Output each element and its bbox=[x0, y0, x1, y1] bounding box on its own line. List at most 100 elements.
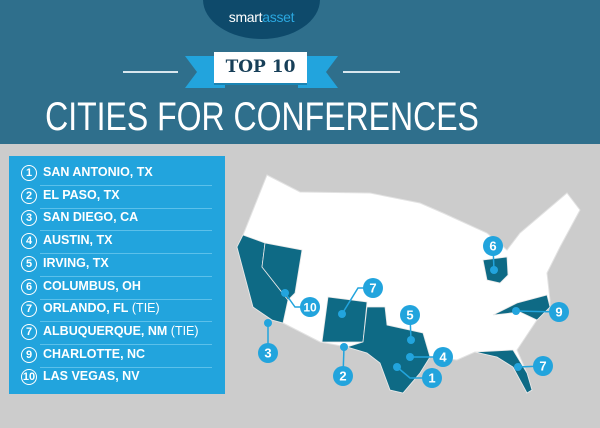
list-item: 9 CHARLOTTE, NC bbox=[9, 344, 225, 368]
map-marker-6: 6 bbox=[483, 236, 503, 274]
city-name: ALBUQUERQUE, NM (TIE) bbox=[43, 324, 199, 338]
rank-number-icon: 6 bbox=[21, 278, 37, 295]
marker-dot bbox=[264, 319, 272, 327]
marker-circle bbox=[549, 302, 569, 322]
state-nevada bbox=[261, 242, 303, 301]
marker-circle bbox=[433, 347, 453, 367]
city-label: SAN DIEGO, CA bbox=[43, 210, 139, 225]
city-name: SAN ANTONIO, TX bbox=[43, 165, 153, 179]
city-label: ORLANDO, FL bbox=[43, 301, 129, 316]
marker-circle bbox=[533, 356, 553, 376]
city-name: LAS VEGAS, NV bbox=[43, 369, 140, 383]
marker-circle bbox=[333, 366, 353, 386]
city-label: LAS VEGAS, NV bbox=[43, 369, 140, 384]
map-marker-5: 5 bbox=[400, 305, 420, 344]
map-marker-1: 1 bbox=[393, 363, 442, 388]
city-name: AUSTIN, TX bbox=[43, 233, 112, 247]
marker-number: 10 bbox=[303, 301, 317, 315]
header: smartasset TOP 10 CITIES FOR CONFERENCES bbox=[0, 0, 600, 144]
rank-number-icon: 3 bbox=[21, 210, 37, 227]
marker-number: 6 bbox=[489, 239, 496, 254]
divider-right bbox=[343, 71, 400, 73]
city-name: CHARLOTTE, NC bbox=[43, 347, 145, 361]
marker-dot bbox=[340, 343, 348, 351]
marker-dot bbox=[512, 307, 520, 315]
list-item: 7 ORLANDO, FL (TIE) bbox=[9, 298, 225, 323]
rank-number-icon: 7 bbox=[21, 323, 37, 340]
marker-dot bbox=[393, 363, 401, 371]
marker-dot bbox=[406, 353, 414, 361]
marker-circle bbox=[422, 368, 442, 388]
map-marker-3: 3 bbox=[258, 319, 278, 363]
city-label: COLUMBUS, OH bbox=[43, 278, 141, 293]
row-divider bbox=[40, 366, 212, 368]
marker-number: 5 bbox=[406, 308, 413, 323]
logo-text-asset: asset bbox=[262, 9, 295, 25]
marker-number: 1 bbox=[428, 371, 435, 386]
rank-number-icon: 2 bbox=[21, 187, 37, 204]
city-label: EL PASO, TX bbox=[43, 187, 120, 202]
marker-circle bbox=[400, 305, 420, 325]
marker-dot bbox=[490, 266, 498, 274]
list-item: 5 IRVING, TX bbox=[9, 253, 225, 277]
marker-number: 7 bbox=[539, 359, 546, 374]
marker-circle bbox=[258, 343, 278, 363]
map-marker-10: 10 bbox=[281, 289, 320, 317]
rank-number-icon: 7 bbox=[21, 301, 37, 318]
tie-label: (TIE) bbox=[167, 323, 199, 338]
rank-number-icon: 10 bbox=[21, 369, 37, 386]
row-divider bbox=[40, 321, 212, 323]
map-marker-2: 2 bbox=[333, 343, 353, 386]
marker-number: 4 bbox=[439, 350, 447, 365]
list-item: 1 SAN ANTONIO, TX bbox=[9, 162, 225, 186]
state-florida bbox=[474, 349, 533, 394]
divider-left bbox=[123, 71, 178, 73]
rank-number-icon: 4 bbox=[21, 233, 37, 250]
map-marker-7: 7 bbox=[514, 356, 553, 376]
list-item: 10 LAS VEGAS, NV bbox=[9, 366, 225, 388]
row-divider bbox=[40, 298, 212, 300]
row-divider bbox=[40, 230, 212, 232]
row-divider bbox=[40, 253, 212, 255]
marker-dot bbox=[338, 310, 346, 318]
city-name: IRVING, TX bbox=[43, 256, 109, 270]
row-divider bbox=[40, 275, 212, 277]
list-item: 6 COLUMBUS, OH bbox=[9, 276, 225, 300]
state-new-mexico bbox=[321, 296, 368, 343]
city-label: SAN ANTONIO, TX bbox=[43, 165, 153, 179]
marker-number: 2 bbox=[339, 369, 346, 384]
marker-circle bbox=[483, 236, 503, 256]
marker-number: 9 bbox=[555, 305, 562, 320]
top-10-badge: TOP 10 bbox=[214, 52, 307, 83]
marker-number: 3 bbox=[264, 346, 271, 361]
rank-number-icon: 9 bbox=[21, 346, 37, 363]
list-item: 2 EL PASO, TX bbox=[9, 185, 225, 209]
state-north-carolina bbox=[492, 294, 551, 321]
city-name: EL PASO, TX bbox=[43, 188, 120, 202]
map-marker-4: 4 bbox=[406, 347, 453, 367]
row-divider bbox=[40, 343, 212, 345]
marker-circle bbox=[300, 297, 320, 317]
rankings-list: 1 SAN ANTONIO, TX 2 EL PASO, TX 3 SAN DIEGO, … bbox=[9, 156, 225, 394]
row-divider bbox=[40, 185, 212, 186]
city-label: IRVING, TX bbox=[43, 255, 109, 270]
city-label: ALBUQUERQUE, NM bbox=[43, 323, 168, 338]
city-name: SAN DIEGO, CA bbox=[43, 210, 138, 224]
marker-dot bbox=[407, 336, 415, 344]
city-label: CHARLOTTE, NC bbox=[43, 346, 146, 361]
marker-dot bbox=[514, 363, 522, 371]
marker-dot bbox=[281, 289, 289, 297]
marker-circle bbox=[363, 278, 383, 298]
city-name: ORLANDO, FL (TIE) bbox=[43, 301, 160, 315]
list-item: 4 AUSTIN, TX bbox=[9, 230, 225, 255]
rank-number-icon: 1 bbox=[21, 165, 37, 181]
page-title: CITIES FOR CONFERENCES bbox=[45, 95, 479, 139]
tie-label: (TIE) bbox=[128, 301, 160, 316]
city-name: COLUMBUS, OH bbox=[43, 279, 141, 293]
row-divider bbox=[40, 207, 212, 209]
list-item: 3 SAN DIEGO, CA bbox=[9, 207, 225, 232]
logo-text-smart: smart bbox=[228, 9, 263, 25]
list-item: 7 ALBUQUERQUE, NM (TIE) bbox=[9, 321, 225, 345]
city-label: AUSTIN, TX bbox=[43, 233, 113, 248]
